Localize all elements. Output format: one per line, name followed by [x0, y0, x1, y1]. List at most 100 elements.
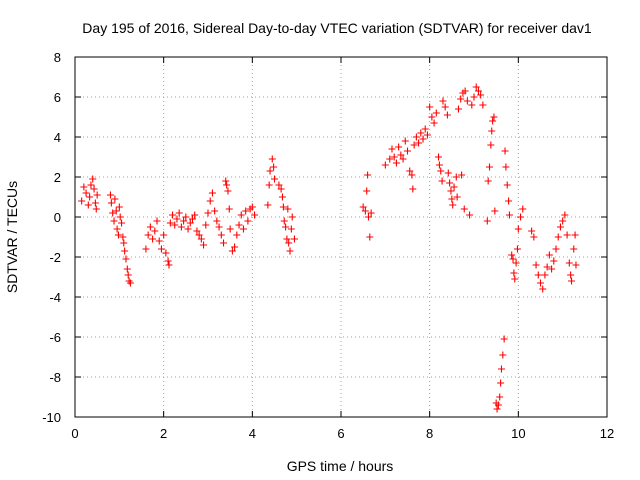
- data-point: [89, 175, 97, 183]
- data-point: [280, 217, 288, 225]
- data-point: [447, 187, 455, 195]
- data-point: [556, 223, 564, 231]
- data-point: [511, 275, 519, 283]
- data-point: [532, 261, 540, 269]
- data-point: [432, 109, 440, 117]
- data-point: [124, 271, 132, 279]
- data-point: [118, 219, 126, 227]
- data-point: [235, 221, 243, 229]
- data-point: [545, 251, 553, 259]
- x-tick-label: 0: [71, 426, 78, 441]
- data-point: [177, 223, 185, 231]
- data-point: [195, 231, 203, 239]
- data-point: [443, 111, 451, 119]
- data-point: [268, 155, 276, 163]
- data-point: [211, 207, 219, 215]
- data-point: [541, 271, 549, 279]
- data-point: [458, 171, 466, 179]
- data-point: [186, 219, 194, 227]
- data-point: [165, 261, 173, 269]
- data-point: [110, 217, 118, 225]
- data-point: [388, 145, 396, 153]
- data-point: [496, 393, 504, 401]
- x-tick-label: 6: [337, 426, 344, 441]
- y-tick-label: -2: [49, 250, 61, 265]
- data-point: [142, 245, 150, 253]
- data-point: [466, 211, 474, 219]
- data-point: [222, 177, 230, 185]
- data-point: [270, 163, 278, 171]
- data-point: [386, 155, 394, 163]
- data-point: [408, 171, 416, 179]
- data-point: [364, 213, 372, 221]
- data-point: [539, 285, 547, 293]
- data-point: [528, 227, 536, 235]
- data-point: [80, 183, 88, 191]
- data-point: [430, 119, 438, 127]
- data-point: [404, 147, 411, 155]
- data-point: [275, 181, 283, 189]
- data-point: [499, 351, 507, 359]
- data-point: [470, 93, 478, 101]
- data-point: [264, 201, 272, 209]
- data-point: [153, 217, 161, 225]
- data-point: [171, 221, 179, 229]
- data-point: [489, 117, 497, 125]
- data-point: [242, 207, 250, 215]
- data-point: [550, 257, 558, 265]
- data-point: [452, 173, 460, 181]
- data-point: [426, 103, 434, 111]
- data-point: [423, 131, 431, 139]
- data-point: [488, 127, 496, 135]
- data-point: [90, 185, 98, 193]
- data-point: [508, 251, 516, 259]
- y-tick-label: -6: [49, 330, 61, 345]
- x-tick-label: 12: [600, 426, 614, 441]
- data-point: [82, 189, 90, 197]
- data-point: [450, 183, 458, 191]
- data-point: [468, 101, 476, 109]
- data-point: [435, 161, 443, 169]
- data-point: [182, 213, 190, 221]
- data-point: [548, 265, 556, 273]
- data-point: [193, 227, 201, 235]
- data-point: [497, 365, 505, 373]
- data-point: [399, 155, 407, 163]
- data-point: [519, 205, 527, 213]
- data-point: [543, 263, 551, 271]
- data-point: [144, 231, 152, 239]
- data-point: [397, 151, 405, 159]
- data-point: [412, 133, 420, 141]
- data-point: [271, 175, 278, 183]
- data-point: [87, 181, 95, 189]
- plot-frame: [74, 56, 608, 418]
- data-point: [191, 211, 199, 219]
- grid-layer: [75, 57, 607, 417]
- y-tick-label: -8: [49, 370, 61, 385]
- data-point: [561, 211, 569, 219]
- data-point: [410, 141, 418, 149]
- data-point: [500, 335, 508, 343]
- data-point: [563, 231, 571, 239]
- data-point: [233, 231, 241, 239]
- data-point: [188, 215, 196, 223]
- data-point: [169, 211, 177, 219]
- data-point: [215, 223, 223, 231]
- data-point: [552, 245, 560, 253]
- data-point: [288, 213, 296, 221]
- data-point: [497, 379, 505, 387]
- data-point: [472, 83, 480, 91]
- data-point: [435, 153, 443, 161]
- data-point: [454, 105, 462, 113]
- data-point: [180, 217, 188, 225]
- data-point: [421, 125, 429, 133]
- data-point: [565, 259, 573, 267]
- data-point: [395, 143, 403, 151]
- data-point: [512, 259, 520, 267]
- data-point: [217, 231, 225, 239]
- data-point: [106, 191, 114, 199]
- data-point: [175, 209, 183, 217]
- data-point: [120, 239, 128, 247]
- data-point: [446, 179, 454, 187]
- data-point: [419, 135, 427, 143]
